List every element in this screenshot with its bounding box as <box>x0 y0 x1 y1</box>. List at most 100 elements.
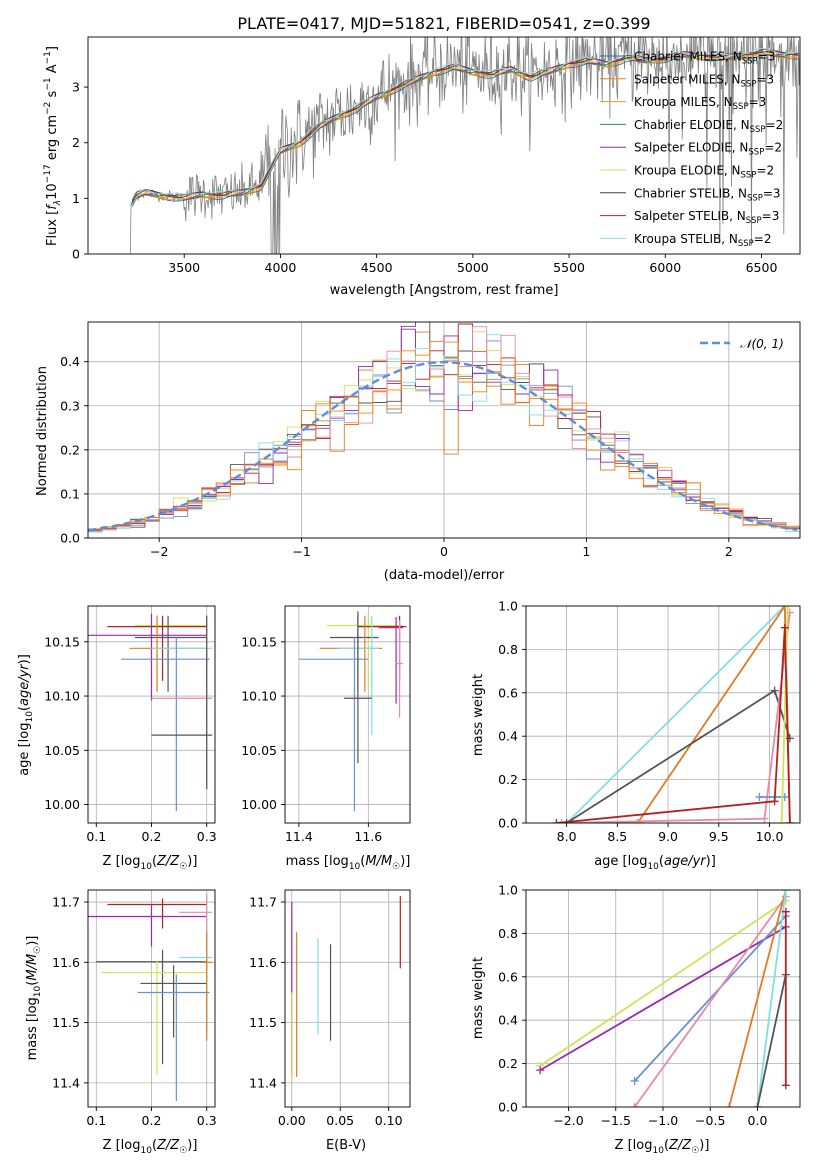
mass-vs-ebv-marks <box>291 896 401 1083</box>
mass-vs-ebv-frame <box>284 889 411 1108</box>
age-vs-mass-marks <box>298 611 407 812</box>
mw-age-xlabel: age [log10(age/yr)] <box>594 854 716 872</box>
mass-weight-line <box>556 627 791 823</box>
massweight-vs-age-ytick-label: 0.6 <box>498 685 518 700</box>
mass-vs-z-ytick-label: 11.7 <box>52 895 80 910</box>
spectrum-xtick-label: 5500 <box>553 260 585 275</box>
errorbar-point <box>137 974 210 1101</box>
mass-weight-line <box>728 890 787 1107</box>
massweight-vs-age-ytick-label: 0.8 <box>498 642 518 657</box>
age-vs-mass-ytick-label: 10.10 <box>241 689 277 704</box>
errorbar-point <box>88 613 207 701</box>
mass-vs-z-xtick-label: 0.2 <box>142 1113 162 1128</box>
mass-weight-marker <box>770 797 779 806</box>
massweight-vs-age-xtick-label: 8.5 <box>607 829 627 844</box>
spectrum-ytick-label: 2 <box>72 135 80 150</box>
residuals-ytick-label: 0.3 <box>60 398 80 413</box>
mass-vs-ebv-ytick-label: 11.7 <box>249 895 277 910</box>
errorbar-point <box>107 898 207 929</box>
massweight-vs-age-ytick-label: 0.2 <box>498 772 518 787</box>
spectrum-ytick-label: 0 <box>72 247 80 262</box>
residuals-xtick-label: 0 <box>440 544 448 559</box>
model-spectrum-line <box>131 49 799 202</box>
mass-weight-marker <box>780 606 789 610</box>
residuals-panel: −2 −1 0 1 2 0.0 0.1 0.2 0.3 0.4 𝒩(0, 1) (data-mode… <box>35 321 801 583</box>
mass-vs-ebv-xtick-label: 0.05 <box>326 1113 354 1128</box>
spectrum-xtick-label: 6000 <box>649 260 681 275</box>
spectrum-xtick-label: 6500 <box>746 260 778 275</box>
mass-weight-marker <box>760 814 769 823</box>
residuals-xtick-label: −2 <box>150 544 168 559</box>
age-vs-z-ytick-label: 10.10 <box>44 689 80 704</box>
mass-weight-marker <box>781 890 790 894</box>
massweight-vs-age-grid <box>526 605 800 824</box>
age-vs-z-xtick-label: 0.3 <box>197 829 217 844</box>
mass-weight-marker <box>630 1103 639 1107</box>
mass-weight-line <box>756 974 787 1107</box>
mass-vs-z-ytick-label: 11.6 <box>52 955 80 970</box>
errorbar-point <box>134 615 207 692</box>
massweight-vs-age-ytick-label: 0.4 <box>498 729 518 744</box>
age-vs-mass-xtick-label: 11.4 <box>285 829 313 844</box>
residuals-ytick-label: 0.0 <box>60 531 80 546</box>
legend-label: Chabrier ELODIE, NSSP=2 <box>634 118 783 135</box>
age-vs-mass-ytick-label: 10.05 <box>241 743 277 758</box>
age-vs-mass-xtick-label: 11.6 <box>354 829 382 844</box>
massweight-vs-z-ytick-label: 0.0 <box>498 1100 518 1115</box>
mw-age-ylabel: mass weight <box>471 674 486 756</box>
observed-spectrum-line <box>129 37 800 254</box>
mass-vs-ebv-ytick-label: 11.6 <box>249 955 277 970</box>
age-vs-z-marks <box>88 613 213 812</box>
spectrum-ytick-label: 1 <box>72 191 80 206</box>
mass-vs-ebv-panel: 0.00 0.05 0.10 11.4 11.5 11.6 11.7 E(B-V) <box>249 889 411 1153</box>
massweight-vs-z-ytick-label: 0.2 <box>498 1056 518 1071</box>
mass-weight-line <box>780 606 789 823</box>
massweight-vs-z-ytick-label: 0.8 <box>498 926 518 941</box>
errorbar-point <box>344 611 372 764</box>
mass-weight-marker <box>777 819 786 823</box>
residuals-frame <box>87 321 801 539</box>
spectrum-ytick-label: 3 <box>72 80 80 95</box>
spectrum-marks <box>129 37 800 254</box>
age-vs-mass-ytick-label: 10.15 <box>241 634 277 649</box>
massweight-vs-z-xtick-label: −2.0 <box>553 1113 583 1128</box>
mass-weight-line <box>539 926 787 1071</box>
spectrum-title: PLATE=0417, MJD=51821, FIBERID=0541, z=0… <box>237 14 650 33</box>
mass-vs-z-ytick-label: 11.4 <box>52 1075 80 1090</box>
errorbar-point <box>151 615 213 790</box>
mass-vs-z-xtick-label: 0.1 <box>86 1113 106 1128</box>
age-vs-mass-frame <box>284 605 411 824</box>
legend-label: Chabrier STELIB, NSSP=3 <box>634 186 781 203</box>
spectrum-legend: Chabrier MILES, NSSP=3 Salpeter MILES, NS… <box>600 50 783 249</box>
mass-weight-marker <box>536 1066 545 1075</box>
mass-weight-marker <box>725 1103 734 1107</box>
massweight-vs-age-frame <box>525 605 801 824</box>
legend-label: Kroupa STELIB, NSSP=2 <box>634 232 772 249</box>
massweight-vs-z-xtick-label: −1.5 <box>601 1113 631 1128</box>
errorbar-point <box>140 965 207 1038</box>
errorbar-point <box>88 904 207 947</box>
mass-weight-marker <box>630 1076 639 1085</box>
age-vs-z-ytick-label: 10.00 <box>44 797 80 812</box>
age-vs-z-panel: 0.1 0.2 0.3 10.00 10.05 10.10 10.15 Z [log10(Z… <box>17 605 217 872</box>
mass-vs-z-ytick-label: 11.5 <box>52 1015 80 1030</box>
age-vs-mass-grid <box>285 606 410 823</box>
mass-vs-ebv-xtick-label: 0.10 <box>375 1113 403 1128</box>
mass-vs-ebv-xtick-label: 0.00 <box>278 1113 306 1128</box>
mass-ebv-xlabel: E(B-V) <box>326 1138 366 1153</box>
massweight-vs-z-panel: −2.0 −1.5 −1.0 −0.5 0.0 0.0 0.2 0.4 0.6 0.8 1.0 Z … <box>471 883 801 1156</box>
legend-label: Salpeter MILES, NSSP=3 <box>634 72 774 89</box>
massweight-vs-age-xtick-label: 9.0 <box>658 829 678 844</box>
mass-vs-ebv-grid <box>285 890 410 1107</box>
massweight-vs-age-panel: 8.0 8.5 9.0 9.5 10.0 0.0 0.2 0.4 0.6 0.8 1.0 age [… <box>471 599 801 872</box>
mw-z-xlabel: Z [log10(Z/Z☉)] <box>615 1138 710 1156</box>
residual-histogram-step <box>88 340 800 538</box>
spectrum-xtick-label: 4000 <box>265 260 297 275</box>
age-vs-z-xtick-label: 0.2 <box>142 829 162 844</box>
residuals-xlabel: (data-model)/error <box>384 568 505 583</box>
mass-vs-z-frame <box>87 889 216 1108</box>
massweight-vs-age-ytick-label: 0.0 <box>498 816 518 831</box>
massweight-vs-z-ytick-label: 0.4 <box>498 1013 518 1028</box>
mass-weight-line <box>633 895 787 1107</box>
